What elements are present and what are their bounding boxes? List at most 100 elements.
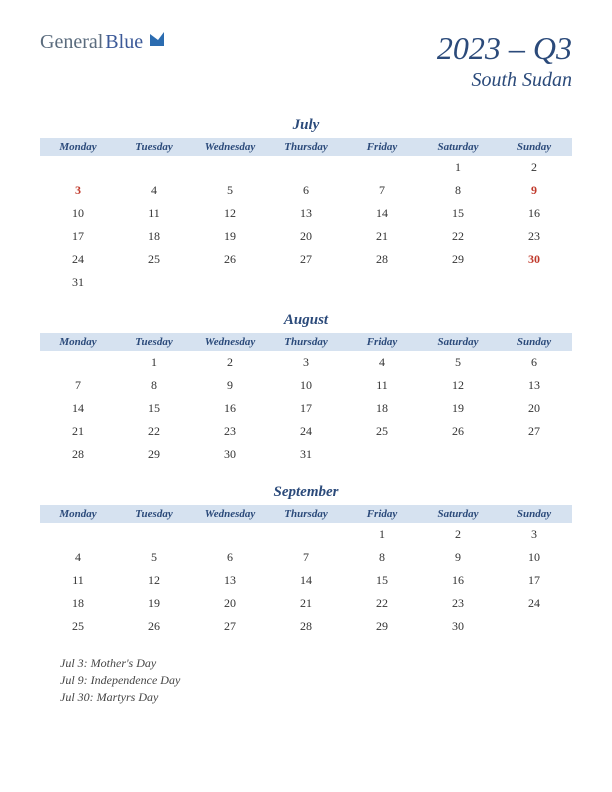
month-block: SeptemberMondayTuesdayWednesdayThursdayF… (40, 484, 572, 638)
day-header: Monday (40, 333, 116, 351)
day-cell: 11 (344, 374, 420, 397)
month-name: July (40, 117, 572, 134)
day-cell: 30 (420, 615, 496, 638)
day-cell: 29 (116, 443, 192, 466)
day-cell: 14 (40, 397, 116, 420)
table-row: 252627282930 (40, 615, 572, 638)
day-cell: 6 (192, 546, 268, 569)
day-cell: 3 (40, 179, 116, 202)
day-cell: 6 (496, 351, 572, 374)
day-header: Thursday (268, 505, 344, 523)
day-cell: 3 (268, 351, 344, 374)
day-cell: 31 (40, 271, 116, 294)
calendar-table: MondayTuesdayWednesdayThursdayFridaySatu… (40, 333, 572, 466)
day-header: Sunday (496, 505, 572, 523)
day-cell: 15 (116, 397, 192, 420)
table-row: 12 (40, 156, 572, 179)
day-cell: 9 (420, 546, 496, 569)
table-row: 14151617181920 (40, 397, 572, 420)
month-block: July MondayTuesdayWednesdayThursdayFriday… (40, 117, 572, 294)
day-cell: 24 (40, 248, 116, 271)
day-cell (496, 615, 572, 638)
day-cell (268, 156, 344, 179)
day-header: Saturday (420, 333, 496, 351)
day-cell: 1 (116, 351, 192, 374)
day-cell (116, 156, 192, 179)
day-cell: 25 (40, 615, 116, 638)
day-cell: 28 (268, 615, 344, 638)
day-cell (344, 271, 420, 294)
day-cell: 24 (496, 592, 572, 615)
day-cell: 4 (40, 546, 116, 569)
holiday-item: Jul 9: Independence Day (60, 673, 572, 688)
day-cell (496, 443, 572, 466)
day-cell: 19 (420, 397, 496, 420)
table-row: 123456 (40, 351, 572, 374)
day-header: Friday (344, 505, 420, 523)
holiday-item: Jul 30: Martyrs Day (60, 690, 572, 705)
day-cell: 5 (116, 546, 192, 569)
day-cell: 16 (420, 569, 496, 592)
logo-text-blue: Blue (105, 31, 143, 54)
day-cell: 27 (192, 615, 268, 638)
day-cell (40, 156, 116, 179)
day-cell: 1 (420, 156, 496, 179)
day-cell: 25 (344, 420, 420, 443)
day-header: Saturday (420, 505, 496, 523)
day-header: Tuesday (116, 505, 192, 523)
day-cell: 11 (116, 202, 192, 225)
day-cell: 13 (496, 374, 572, 397)
day-header: Wednesday (192, 138, 268, 156)
table-row: 3456789 (40, 179, 572, 202)
table-row: 18192021222324 (40, 592, 572, 615)
page-title: 2023 – Q3 (437, 30, 572, 67)
day-header: Friday (344, 333, 420, 351)
day-cell: 19 (192, 225, 268, 248)
day-header: Monday (40, 505, 116, 523)
day-cell: 13 (268, 202, 344, 225)
day-cell (116, 523, 192, 546)
calendar-table: MondayTuesdayWednesdayThursdayFridaySatu… (40, 138, 572, 294)
day-cell: 12 (116, 569, 192, 592)
day-cell: 8 (116, 374, 192, 397)
day-cell (420, 443, 496, 466)
month-block: AugustMondayTuesdayWednesdayThursdayFrid… (40, 312, 572, 466)
page-subtitle: South Sudan (437, 69, 572, 92)
day-cell: 3 (496, 523, 572, 546)
day-cell: 26 (116, 615, 192, 638)
day-header: Saturday (420, 138, 496, 156)
day-cell: 25 (116, 248, 192, 271)
table-row: 78910111213 (40, 374, 572, 397)
day-cell: 12 (420, 374, 496, 397)
logo-icon (148, 30, 166, 54)
day-cell: 27 (268, 248, 344, 271)
day-header: Wednesday (192, 333, 268, 351)
table-row: 45678910 (40, 546, 572, 569)
table-row: 24252627282930 (40, 248, 572, 271)
day-cell (268, 271, 344, 294)
day-cell: 29 (420, 248, 496, 271)
day-cell: 21 (268, 592, 344, 615)
day-cell: 1 (344, 523, 420, 546)
day-cell: 18 (116, 225, 192, 248)
day-cell: 28 (344, 248, 420, 271)
day-cell: 7 (40, 374, 116, 397)
day-cell: 9 (192, 374, 268, 397)
holiday-item: Jul 3: Mother's Day (60, 656, 572, 671)
table-row: 10111213141516 (40, 202, 572, 225)
day-cell: 10 (268, 374, 344, 397)
day-cell (192, 271, 268, 294)
day-cell: 8 (420, 179, 496, 202)
table-row: 17181920212223 (40, 225, 572, 248)
day-cell: 8 (344, 546, 420, 569)
day-cell: 9 (496, 179, 572, 202)
day-cell: 11 (40, 569, 116, 592)
day-cell: 14 (344, 202, 420, 225)
month-name: September (40, 484, 572, 501)
day-cell: 19 (116, 592, 192, 615)
day-cell: 26 (192, 248, 268, 271)
day-cell: 16 (496, 202, 572, 225)
title-block: 2023 – Q3 South Sudan (437, 30, 572, 92)
header: GeneralBlue 2023 – Q3 South Sudan (40, 30, 572, 92)
day-cell: 22 (344, 592, 420, 615)
